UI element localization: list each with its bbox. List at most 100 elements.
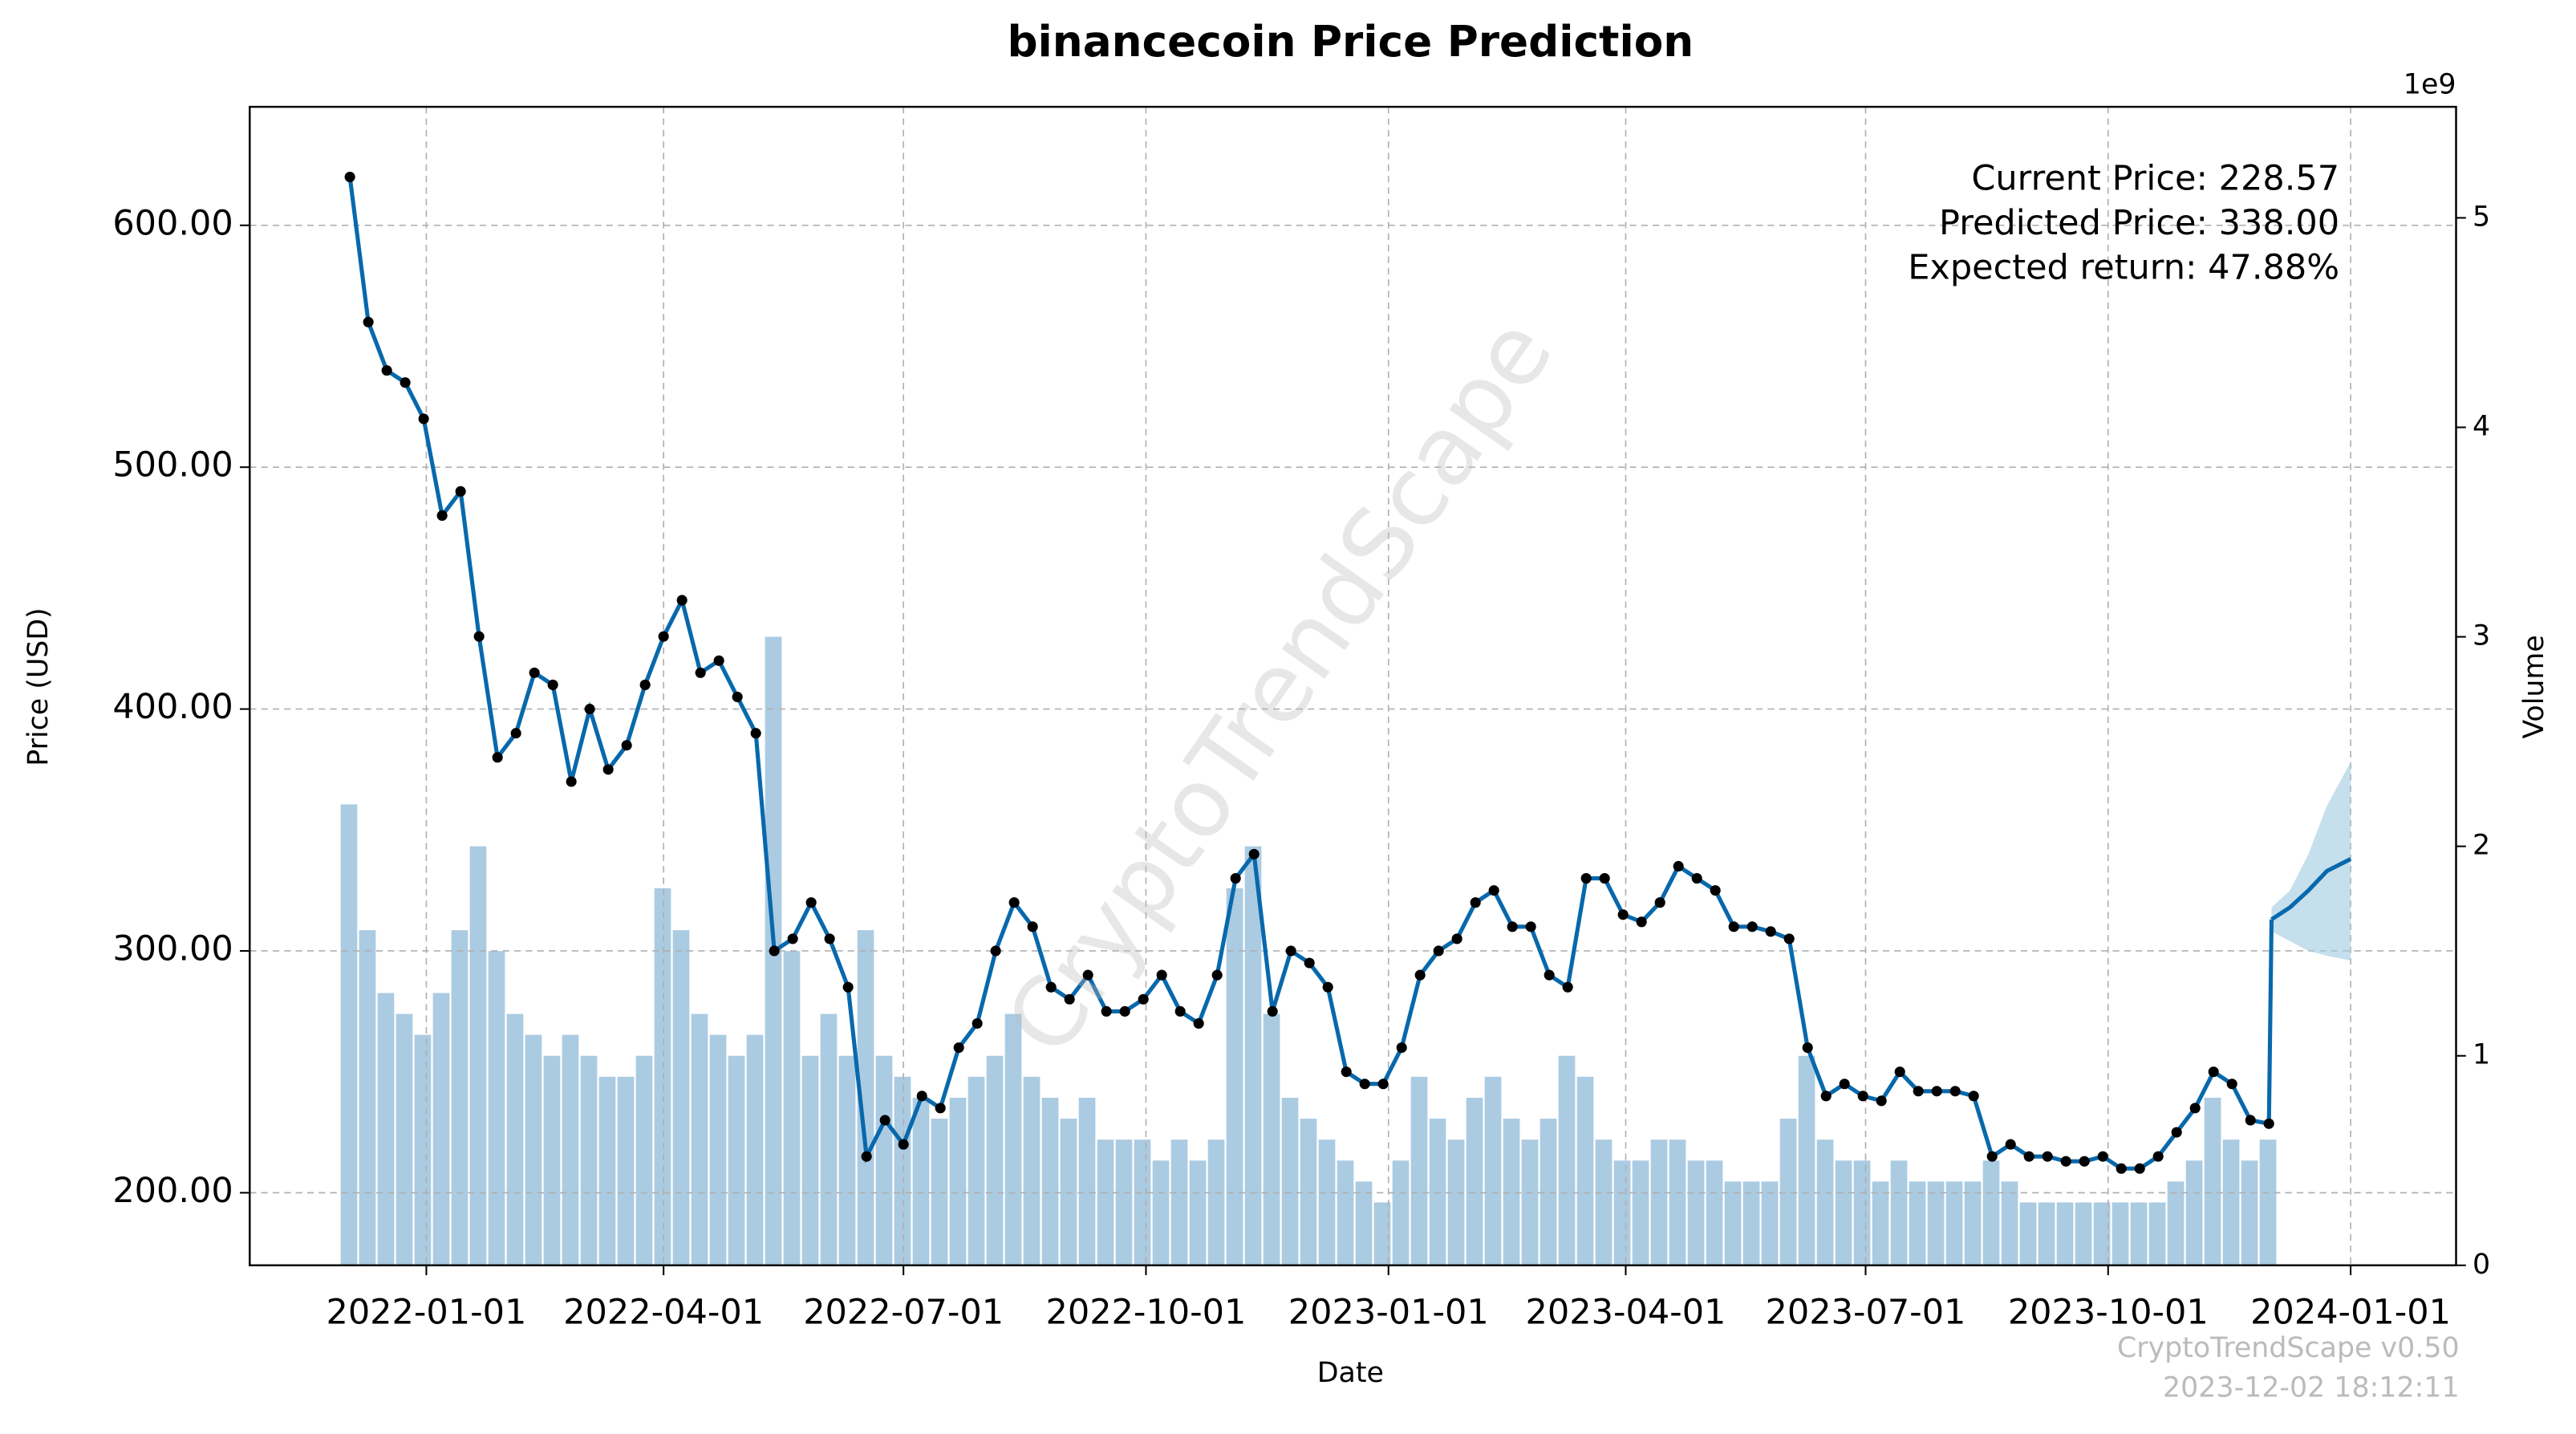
volume-bar (2093, 1202, 2111, 1265)
price-point (1894, 1066, 1905, 1078)
price-point (1710, 885, 1721, 896)
volume-bar (2112, 1202, 2129, 1265)
price-point (1507, 921, 1518, 932)
y-tick-label: 300.00 (112, 928, 233, 969)
price-point (1839, 1079, 1850, 1090)
price-point (2060, 1156, 2071, 1167)
price-point (898, 1139, 909, 1150)
volume-bar (838, 1055, 856, 1265)
volume-bar (1170, 1139, 1188, 1265)
price-point (1488, 885, 1499, 896)
price-point (418, 413, 429, 425)
volume-bar (1373, 1202, 1391, 1265)
volume-bar (1927, 1181, 1945, 1265)
volume-bar (1337, 1160, 1354, 1265)
volume-bar (340, 804, 358, 1265)
volume-bar (1429, 1119, 1446, 1265)
volume-bar (1706, 1160, 1723, 1265)
y-tick-label: 600.00 (112, 203, 233, 243)
price-point (1211, 969, 1223, 981)
volume-bar (1078, 1097, 1096, 1265)
y2-tick-label: 4 (2473, 411, 2490, 443)
price-point (1045, 981, 1057, 993)
volume-bar (875, 1055, 893, 1265)
volume-bar (2204, 1097, 2221, 1265)
volume-bar (1890, 1160, 1908, 1265)
price-point (1691, 873, 1702, 884)
price-point (584, 704, 595, 715)
volume-bar (894, 1076, 911, 1265)
plot-frame (249, 105, 2457, 1267)
connector (2266, 919, 2274, 1124)
volume-bar (2038, 1202, 2055, 1265)
price-point (1525, 921, 1536, 932)
price-point (1636, 916, 1647, 928)
plot-area (249, 105, 2457, 1267)
volume-bar (1816, 1139, 1834, 1265)
price-point (1193, 1018, 1204, 1029)
y2-tick-label: 2 (2473, 830, 2490, 862)
volume-bar (1392, 1160, 1410, 1265)
price-point (2226, 1079, 2237, 1090)
volume-bar (1779, 1119, 1797, 1265)
price-point (436, 510, 448, 522)
volume-bar (488, 951, 505, 1265)
price-point (363, 316, 374, 327)
y-tick-label: 200.00 (112, 1171, 233, 1211)
volume-bar (1576, 1076, 1594, 1265)
volume-bar (968, 1076, 985, 1265)
volume-bar (432, 993, 450, 1265)
price-point (1064, 993, 1075, 1005)
price-point (1341, 1066, 1352, 1078)
volume-bar (543, 1055, 561, 1265)
price-point (1322, 981, 1333, 993)
price-point (344, 171, 355, 183)
price-point (1267, 1005, 1278, 1017)
volume-bar (691, 1014, 708, 1265)
volume-bar (2222, 1139, 2240, 1265)
volume-bar (1595, 1139, 1613, 1265)
price-point (639, 679, 651, 690)
volume-bar (1798, 1055, 1815, 1265)
price-point (381, 365, 392, 376)
price-point (1617, 909, 1629, 920)
volume-bar (2019, 1202, 2037, 1265)
price-point (2079, 1156, 2090, 1167)
x-tick-label: 2024-01-01 (2250, 1293, 2451, 1333)
price-point (1913, 1086, 1924, 1097)
y2-tick-label: 1 (2473, 1039, 2490, 1071)
volume-bar (1152, 1160, 1170, 1265)
y-tick-label: 400.00 (112, 687, 233, 727)
volume-bar (709, 1034, 727, 1265)
volume-bar (1632, 1160, 1649, 1265)
price-point (1230, 873, 1241, 884)
price-point (2097, 1151, 2108, 1162)
volume-bar (1872, 1181, 1889, 1265)
x-tick-label: 2023-07-01 (1766, 1293, 1966, 1333)
y2-offset-label: 1e9 (2404, 68, 2456, 100)
volume-bar (635, 1055, 653, 1265)
volume-bar (1964, 1181, 1982, 1265)
price-point (842, 981, 854, 993)
price-point (1377, 1079, 1389, 1090)
volume-bar (2259, 1139, 2277, 1265)
price-point (1174, 1005, 1186, 1017)
volume-bar (617, 1076, 635, 1265)
price-point (1304, 957, 1315, 969)
volume-bar (1540, 1119, 1557, 1265)
price-point (1599, 873, 1610, 884)
price-point (1008, 897, 1020, 908)
volume-bar (1742, 1181, 1760, 1265)
volume-bar (949, 1097, 967, 1265)
price-point (1802, 1042, 1813, 1054)
x-tick-label: 2022-10-01 (1045, 1293, 1246, 1333)
price-point (1820, 1091, 1832, 1102)
volume-bar (1724, 1181, 1742, 1265)
y2-tick-label: 3 (2473, 620, 2490, 652)
price-point (566, 776, 577, 787)
price-point (1876, 1095, 1887, 1107)
x-tick-label: 2023-04-01 (1526, 1293, 1726, 1333)
price-point (1433, 945, 1444, 957)
price-point (1396, 1042, 1407, 1054)
